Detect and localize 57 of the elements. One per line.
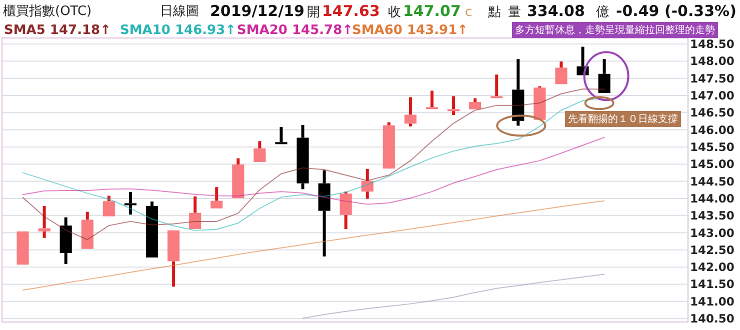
chart-subtitle: 日線圖 [160, 4, 199, 19]
candlestick [555, 62, 568, 84]
candlestick [318, 170, 330, 256]
y-tick-label: 140.50 [690, 312, 734, 326]
text: 億 [596, 5, 609, 20]
y-tick-label: 145.50 [690, 140, 734, 154]
candlestick [340, 192, 352, 229]
y-tick-label: 148.00 [690, 54, 734, 68]
text: -0.49 (-0.33%) [616, 2, 736, 20]
candlestick [146, 202, 158, 258]
legend: SMA5 147.18↑ SMA10 146.93↑SMA20 145.78↑SMA60 143.91↑ [4, 23, 468, 38]
y-tick-label: 143.50 [690, 208, 734, 223]
candlestick [124, 192, 136, 215]
candlestick [168, 230, 180, 287]
candlestick [598, 59, 610, 94]
candlestick [490, 74, 503, 98]
candlestick [16, 231, 29, 265]
y-tick-label: 147.50 [690, 71, 734, 86]
candlestick [382, 122, 395, 169]
y-tick-label: 145.00 [690, 157, 734, 172]
text: 147.07 [403, 2, 461, 20]
candlestick [81, 212, 94, 249]
annotation: 先看翻揚的１０日線支撐 [568, 113, 678, 125]
candlestick [361, 168, 374, 199]
text: 量 [508, 5, 521, 20]
text: c [465, 5, 472, 20]
y-tick-label: 146.00 [690, 122, 734, 137]
y-tick-label: 144.50 [690, 174, 734, 188]
y-tick-label: 142.50 [690, 242, 734, 257]
text: 開 [307, 5, 320, 20]
text: 收 [388, 5, 401, 20]
candlestick [60, 217, 72, 264]
y-tick-label: 141.50 [690, 277, 734, 292]
text: 2019/12/19 [210, 2, 304, 20]
y-tick-label: 148.50 [690, 37, 734, 51]
candlestick [512, 59, 524, 126]
candlestick [404, 97, 416, 126]
candlestick [189, 196, 202, 229]
candlestick [232, 158, 244, 198]
y-tick-label: 144.00 [690, 191, 734, 206]
candlestick [38, 206, 50, 238]
text: 點 [487, 5, 501, 20]
candlestick [296, 125, 309, 190]
candlestick [426, 90, 438, 110]
y-tick-label: 143.00 [690, 226, 734, 240]
candlestick [210, 187, 223, 208]
y-tick-label: 147.00 [690, 88, 734, 102]
candlestick [102, 196, 115, 216]
text: 334.08 [527, 2, 585, 20]
candlestick [254, 141, 266, 162]
candlestick [469, 98, 482, 110]
chart-title: 櫃買指數(OTC) [3, 4, 92, 19]
text: 147.63 [322, 2, 380, 20]
y-tick-label: 141.00 [690, 294, 734, 308]
y-tick-label: 146.50 [690, 106, 734, 120]
candlestick [534, 86, 546, 120]
y-tick-label: 142.00 [690, 260, 734, 274]
